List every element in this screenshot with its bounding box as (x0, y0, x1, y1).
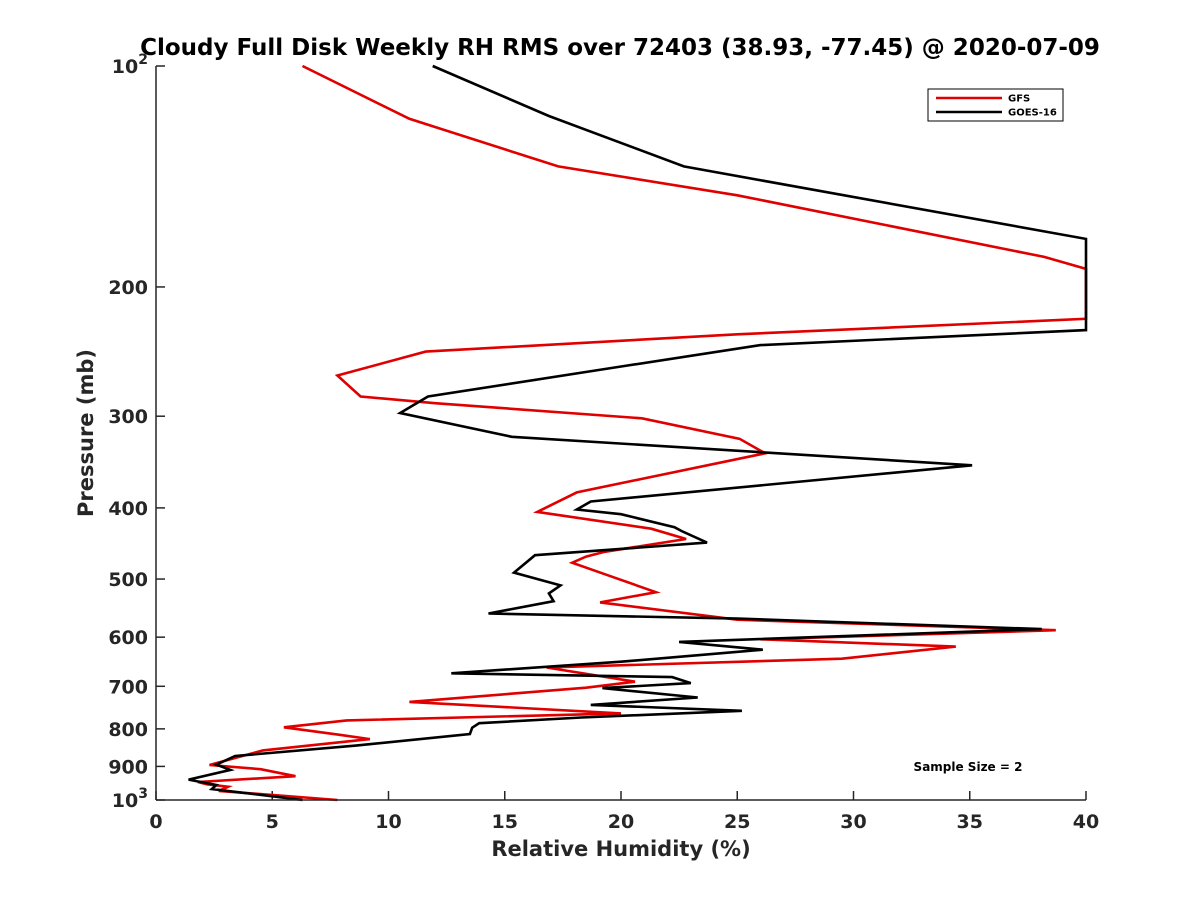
x-tick-label: 25 (724, 811, 750, 833)
x-tick-label: 20 (608, 811, 634, 833)
sample-size-annotation: Sample Size = 2 (914, 760, 1023, 774)
y-tick-label: 200 (108, 277, 148, 299)
y-tick-label: 800 (108, 719, 148, 741)
series-lines (188, 64, 1088, 802)
x-tick-label: 10 (375, 811, 401, 833)
x-tick-label: 0 (149, 811, 162, 833)
y-tick-label: 400 (108, 498, 148, 520)
y-tick-label: 300 (108, 406, 148, 428)
x-axis-label: Relative Humidity (%) (491, 837, 750, 861)
legend-label: GFS (1008, 94, 1030, 105)
legend-box (927, 88, 1064, 122)
x-tick-label: 15 (492, 811, 518, 833)
y-tick-label: 900 (108, 756, 148, 778)
y-tick-label: 600 (108, 627, 148, 649)
y-tick-label: 102 (112, 52, 148, 78)
y-axis-ticks: 102 200 300 400 500 600 700 800 900 103 (108, 52, 165, 812)
x-axis-ticks: 0 5 10 15 20 25 30 35 40 (149, 791, 1099, 833)
x-tick-label: 30 (840, 811, 866, 833)
x-tick-label: 40 (1073, 811, 1099, 833)
y-axis-label: Pressure (mb) (74, 349, 98, 517)
legend: GFS GOES-16 (927, 88, 1064, 122)
series-line-gfs (197, 64, 1088, 802)
y-tick-label: 103 (112, 786, 148, 812)
y-tick-label: 700 (108, 676, 148, 698)
x-tick-label: 5 (266, 811, 279, 833)
series-line-goes-16 (188, 64, 1088, 802)
y-tick-label: 500 (108, 569, 148, 591)
x-tick-label: 35 (957, 811, 983, 833)
chart-title: Cloudy Full Disk Weekly RH RMS over 7240… (140, 35, 1100, 61)
legend-label: GOES-16 (1008, 108, 1057, 119)
